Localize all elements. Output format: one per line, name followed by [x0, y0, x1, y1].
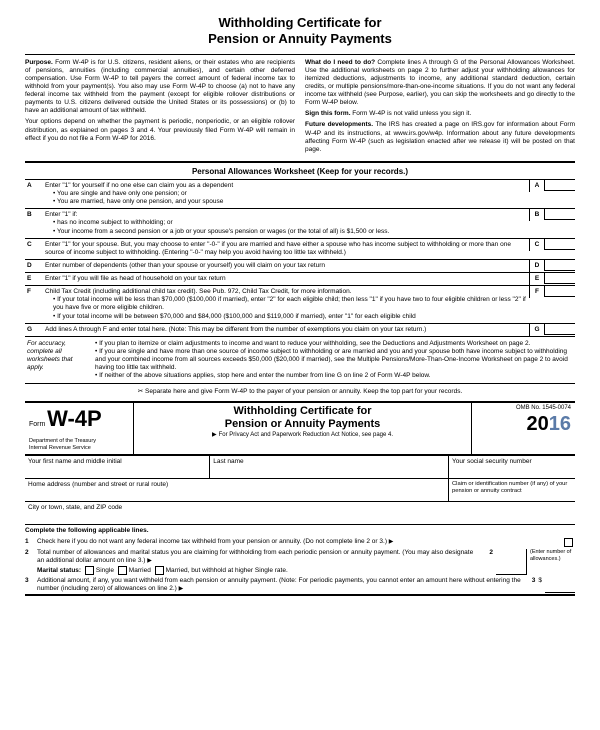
worksheet-header: Personal Allowances Worksheet (Keep for …	[25, 165, 575, 179]
ws-value-F[interactable]	[544, 286, 575, 297]
ws-value-A[interactable]	[544, 180, 575, 191]
checkbox-single[interactable]	[85, 566, 94, 575]
ws-row-A: AEnter "1" for yourself if no one else c…	[25, 179, 575, 208]
ws-value-C[interactable]	[544, 239, 575, 250]
ws-value-B[interactable]	[544, 209, 575, 220]
name-fields: Your first name and middle initial Last …	[25, 456, 575, 525]
ws-value-G[interactable]	[544, 324, 575, 335]
line-3: 3 Additional amount, if any, you want wi…	[25, 576, 575, 595]
ws-row-F: FChild Tax Credit (including additional …	[25, 285, 575, 323]
ws-row-D: DEnter number of dependents (other than …	[25, 259, 575, 272]
ws-row-G: GAdd lines A through F and enter total h…	[25, 323, 575, 336]
ws-row-E: EEnter "1" if you will file as head of h…	[25, 272, 575, 285]
checkbox-married-higher[interactable]	[155, 566, 164, 575]
ws-value-D[interactable]	[544, 260, 575, 271]
checkbox-married[interactable]	[118, 566, 127, 575]
form-header: Form W-4P Department of the Treasury Int…	[25, 401, 575, 456]
checkbox-line1[interactable]	[564, 538, 573, 547]
line3-value[interactable]	[545, 577, 575, 594]
ws-value-E[interactable]	[544, 273, 575, 284]
line2-value[interactable]	[496, 549, 526, 575]
lines-header: Complete the following applicable lines.	[25, 525, 575, 537]
form-number: W-4P	[47, 406, 102, 431]
accuracy-note: For accuracy, complete all worksheets th…	[25, 336, 575, 384]
ws-row-B: BEnter "1" if:has no income subject to w…	[25, 208, 575, 237]
line-2: 2 Total number of allowances and marital…	[25, 548, 575, 576]
separator: Separate here and give Form W-4P to the …	[25, 383, 575, 400]
line-1: 1 Check here if you do not want any fede…	[25, 537, 575, 548]
page-title: Withholding Certificate for Pension or A…	[25, 15, 575, 48]
intro-columns: Purpose. Form W-4P is for U.S. citizens,…	[25, 54, 575, 163]
ws-row-C: CEnter "1" for your spouse. But, you may…	[25, 238, 575, 259]
